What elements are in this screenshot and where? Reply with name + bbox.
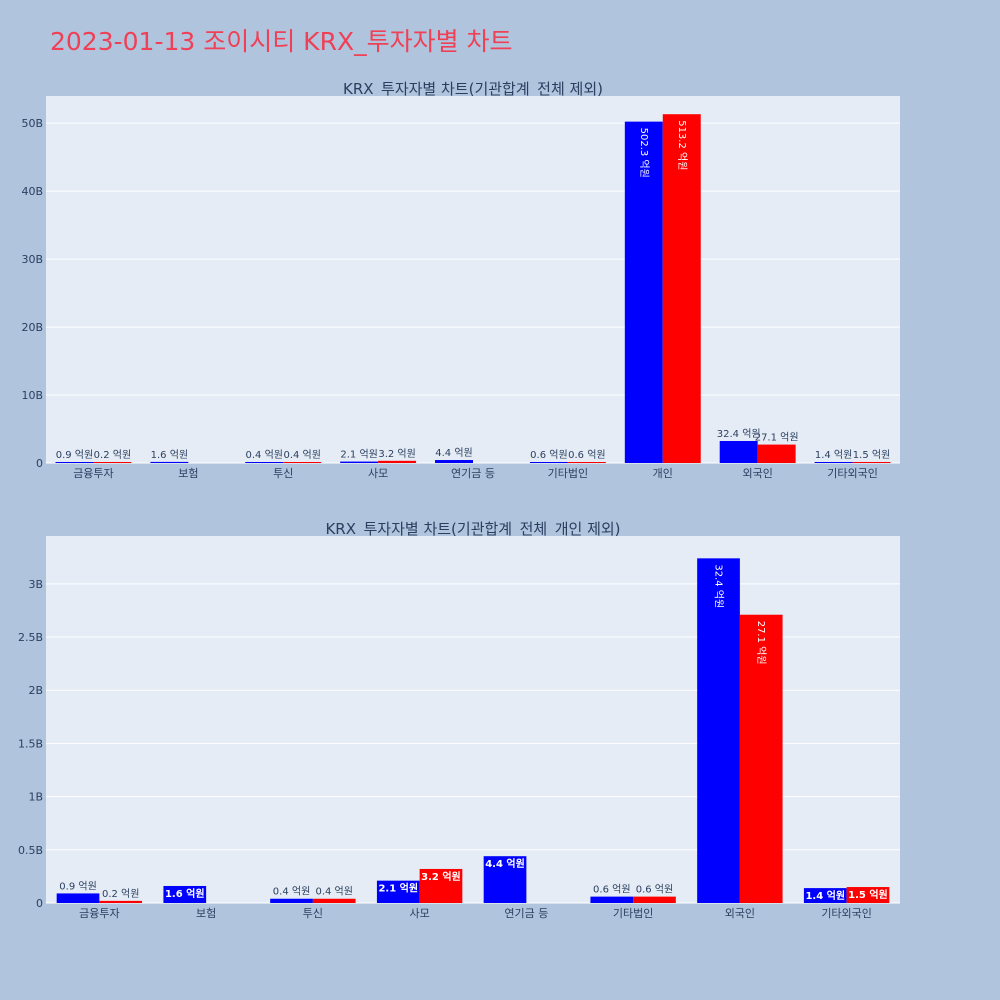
data-label: 0.9 억원 xyxy=(56,449,93,461)
y-tick-label: 2B xyxy=(28,684,43,697)
data-label: 0.2 억원 xyxy=(94,449,131,461)
x-tick-label: 금융투자 xyxy=(79,907,119,920)
x-tick-label: 기타법인 xyxy=(548,467,588,480)
y-tick-label: 10B xyxy=(21,389,43,402)
chart-title: KRX_투자자별 차트(기관합계_전체_개인 제외) xyxy=(325,520,620,539)
buy-bar xyxy=(590,896,634,903)
sell-bar xyxy=(567,462,606,463)
x-tick-label: 외국인 xyxy=(742,467,772,480)
buy-bar xyxy=(56,893,100,903)
y-tick-label: 1.5B xyxy=(18,737,43,750)
y-tick-label: 2.5B xyxy=(18,631,43,644)
data-label: 1.4 억원 xyxy=(815,449,852,461)
data-label: 27.1 억원 xyxy=(755,432,799,444)
page-title: 2023-01-13 조이시티 KRX_투자자별 차트 xyxy=(50,27,513,56)
y-tick-label: 0.5B xyxy=(18,844,43,857)
data-label: 32.4 억원 xyxy=(717,428,761,440)
data-label: 0.6 억원 xyxy=(593,884,630,896)
sell-bar xyxy=(852,461,891,463)
x-tick-label: 투신 xyxy=(273,467,293,480)
chart-top: KRX_투자자별 차트(기관합계_전체 제외) 0 10B 20B 30B 40B 50B 금… xyxy=(21,80,900,480)
buy-bar xyxy=(245,462,284,463)
x-tick-label: 개인 xyxy=(653,467,673,480)
buy-bar xyxy=(803,888,847,903)
data-label: 0.6 억원 xyxy=(568,449,605,461)
x-tick-label: 기타외국인 xyxy=(827,467,878,480)
plot-area xyxy=(46,96,900,463)
data-label: 0.4 억원 xyxy=(315,886,352,898)
data-label: 0.4 억원 xyxy=(273,886,310,898)
x-tick-label: 기타법인 xyxy=(613,907,653,920)
y-tick-label: 30B xyxy=(21,253,43,266)
sell-bar xyxy=(739,614,783,903)
data-label: 513.2 억원 xyxy=(676,120,688,170)
data-label: 0.2 억원 xyxy=(102,888,139,900)
sell-bar xyxy=(419,868,463,903)
data-label: 2.1 억원 xyxy=(340,449,377,461)
data-label: 3.2 억원 xyxy=(378,448,415,460)
sell-bar xyxy=(283,462,322,463)
buy-bar xyxy=(483,856,527,903)
x-tick-label: 보험 xyxy=(196,907,216,920)
chart-title: KRX_투자자별 차트(기관합계_전체 제외) xyxy=(343,80,603,99)
x-tick-label: 연기금 등 xyxy=(451,467,495,480)
y-tick-label: 40B xyxy=(21,185,43,198)
y-tick-label: 20B xyxy=(21,321,43,334)
data-label: 4.4 억원 xyxy=(435,447,472,459)
data-label: 1.6 억원 xyxy=(151,449,188,461)
x-tick-label: 사모 xyxy=(368,467,388,480)
y-tick-label: 50B xyxy=(21,117,43,130)
y-tick-label: 3B xyxy=(28,578,43,591)
buy-bar xyxy=(55,462,94,463)
data-label: 0.4 억원 xyxy=(246,449,283,461)
buy-bar xyxy=(150,461,189,463)
data-label: 502.3 억원 xyxy=(638,128,650,178)
data-label: 1.5 억원 xyxy=(848,888,888,901)
data-label: 32.4 억원 xyxy=(713,564,725,608)
buy-bar xyxy=(719,440,758,463)
y-tick-label: 1B xyxy=(28,791,43,804)
buy-bar xyxy=(270,898,313,903)
buy-bar xyxy=(624,121,663,463)
data-label: 27.1 억원 xyxy=(755,621,767,665)
sell-bar xyxy=(312,898,356,903)
buy-bar xyxy=(163,885,207,903)
data-label: 0.6 억원 xyxy=(530,449,567,461)
data-label: 0.6 억원 xyxy=(636,884,673,896)
data-label: 0.4 억원 xyxy=(283,449,320,461)
sell-bar xyxy=(633,896,676,903)
sell-bar xyxy=(378,460,417,463)
buy-bar xyxy=(435,460,473,463)
x-tick-label: 기타외국인 xyxy=(821,907,872,920)
x-tick-label: 투신 xyxy=(303,907,323,920)
sell-bar xyxy=(99,900,143,903)
chart-bottom: KRX_투자자별 차트(기관합계_전체_개인 제외) 0 0.5B 1B 1.5B 2B 2… xyxy=(18,520,900,920)
buy-bar xyxy=(529,462,568,463)
data-label: 1.6 억원 xyxy=(165,887,205,900)
buy-bar xyxy=(814,462,853,463)
data-label: 2.1 억원 xyxy=(378,882,418,895)
x-tick-label: 금융투자 xyxy=(73,467,113,480)
y-tick-label: 0 xyxy=(36,897,43,910)
data-label: 4.4 억원 xyxy=(485,857,525,870)
buy-bar xyxy=(697,558,740,903)
x-tick-label: 보험 xyxy=(178,467,198,480)
x-tick-label: 사모 xyxy=(410,907,430,920)
x-tick-label: 외국인 xyxy=(725,907,755,920)
sell-bar xyxy=(662,114,701,463)
y-tick-label: 0 xyxy=(36,457,43,470)
data-label: 1.5 억원 xyxy=(853,449,890,461)
buy-bar xyxy=(376,880,420,903)
data-label: 3.2 억원 xyxy=(421,870,461,883)
sell-bar xyxy=(757,444,796,463)
buy-bar xyxy=(340,461,379,463)
x-tick-label: 연기금 등 xyxy=(504,907,548,920)
sell-bar xyxy=(93,462,132,463)
sell-bar xyxy=(846,887,890,903)
data-label: 0.9 억원 xyxy=(59,880,96,892)
data-label: 1.4 억원 xyxy=(805,889,845,902)
